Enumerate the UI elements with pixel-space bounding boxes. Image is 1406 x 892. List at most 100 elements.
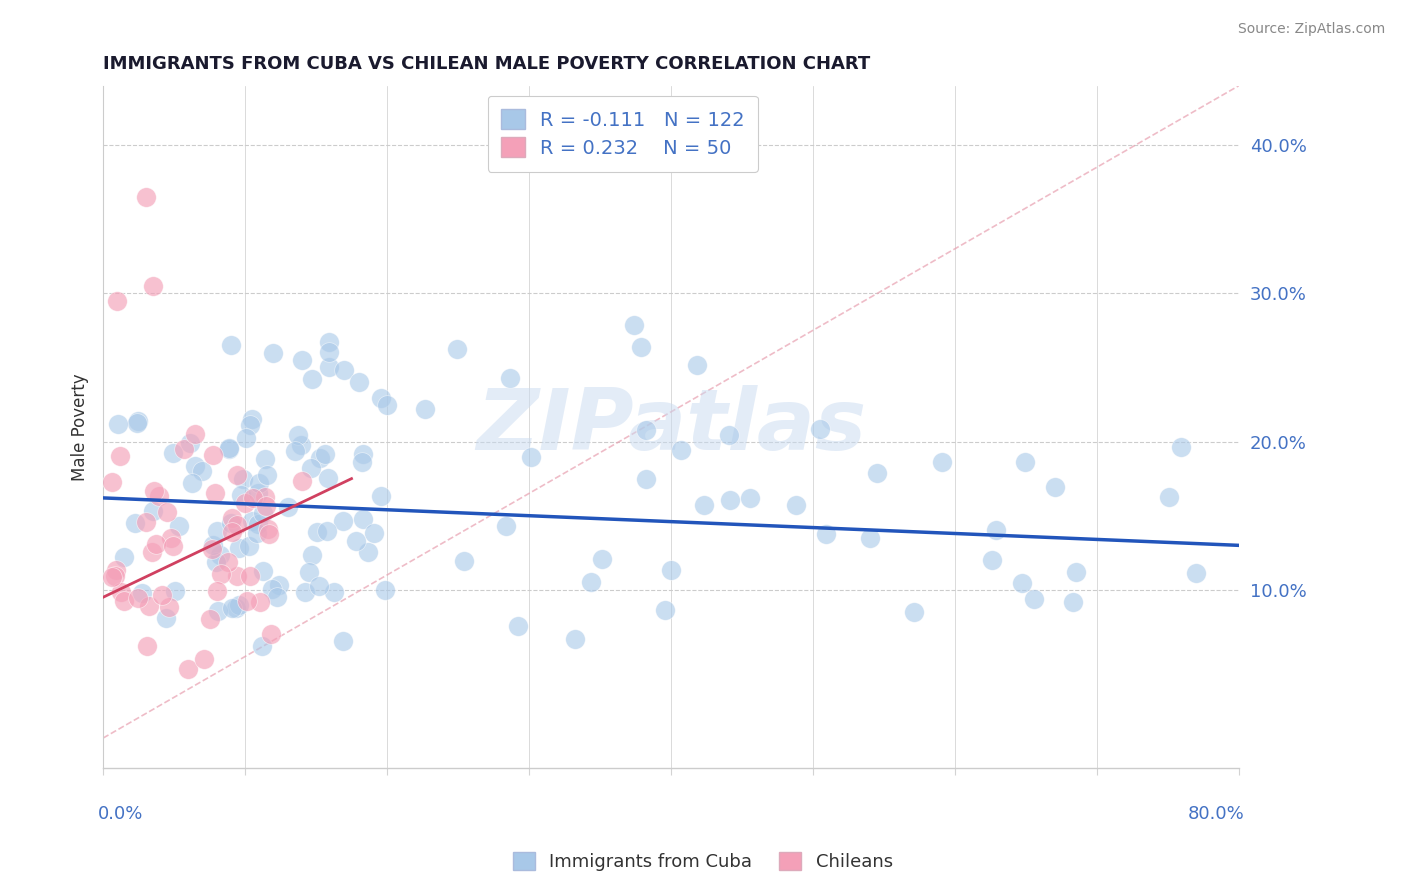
Point	[110, 585, 132, 599]
Point	[201, 538, 224, 552]
Point	[740, 491, 762, 505]
Point	[1011, 576, 1033, 591]
Point	[299, 461, 322, 475]
Point	[1185, 566, 1208, 580]
Point	[986, 524, 1008, 538]
Point	[127, 414, 149, 428]
Point	[205, 555, 228, 569]
Point	[239, 417, 262, 432]
Point	[808, 422, 831, 436]
Point	[177, 662, 200, 676]
Point	[453, 553, 475, 567]
Text: IMMIGRANTS FROM CUBA VS CHILEAN MALE POVERTY CORRELATION CHART: IMMIGRANTS FROM CUBA VS CHILEAN MALE POV…	[103, 55, 870, 73]
Point	[162, 539, 184, 553]
Point	[247, 475, 270, 490]
Point	[143, 484, 166, 499]
Point	[375, 397, 398, 411]
Point	[269, 578, 291, 592]
Point	[318, 359, 340, 374]
Point	[519, 450, 541, 464]
Point	[277, 500, 299, 514]
Text: 80.0%: 80.0%	[1188, 805, 1244, 823]
Point	[630, 340, 652, 354]
Point	[107, 417, 129, 431]
Point	[150, 588, 173, 602]
Point	[228, 541, 250, 556]
Legend: R = -0.111   N = 122, R = 0.232    N = 50: R = -0.111 N = 122, R = 0.232 N = 50	[488, 95, 758, 171]
Point	[446, 343, 468, 357]
Point	[225, 601, 247, 615]
Point	[1062, 595, 1084, 609]
Point	[636, 472, 658, 486]
Point	[250, 639, 273, 653]
Point	[191, 464, 214, 478]
Point	[209, 567, 232, 582]
Point	[238, 539, 260, 553]
Point	[495, 518, 517, 533]
Point	[204, 485, 226, 500]
Point	[160, 531, 183, 545]
Point	[903, 605, 925, 619]
Point	[785, 498, 807, 512]
Point	[308, 450, 330, 465]
Point	[1066, 565, 1088, 579]
Point	[193, 651, 215, 665]
Point	[374, 582, 396, 597]
Point	[252, 506, 274, 520]
Point	[1043, 480, 1066, 494]
Point	[1170, 440, 1192, 454]
Point	[100, 570, 122, 584]
Point	[314, 447, 336, 461]
Point	[245, 526, 267, 541]
Point	[205, 524, 228, 538]
Y-axis label: Male Poverty: Male Poverty	[72, 373, 89, 481]
Point	[256, 467, 278, 482]
Point	[233, 496, 256, 510]
Point	[591, 551, 613, 566]
Point	[135, 640, 157, 654]
Point	[287, 428, 309, 442]
Legend: Immigrants from Cuba, Chileans: Immigrants from Cuba, Chileans	[506, 845, 900, 879]
Point	[718, 492, 741, 507]
Point	[169, 519, 191, 533]
Point	[669, 443, 692, 458]
Point	[112, 594, 135, 608]
Point	[254, 451, 277, 466]
Point	[100, 475, 122, 489]
Point	[257, 522, 280, 536]
Point	[1022, 592, 1045, 607]
Point	[142, 504, 165, 518]
Point	[108, 449, 131, 463]
Point	[162, 446, 184, 460]
Point	[138, 599, 160, 613]
Point	[352, 511, 374, 525]
Point	[1014, 455, 1036, 469]
Point	[157, 600, 180, 615]
Point	[499, 371, 522, 385]
Point	[249, 595, 271, 609]
Point	[564, 632, 586, 647]
Point	[659, 563, 682, 577]
Point	[323, 585, 346, 599]
Point	[252, 564, 274, 578]
Point	[866, 466, 889, 480]
Point	[344, 534, 367, 549]
Point	[226, 467, 249, 482]
Point	[579, 574, 602, 589]
Point	[163, 584, 186, 599]
Point	[357, 545, 380, 559]
Point	[717, 428, 740, 442]
Point	[931, 455, 953, 469]
Point	[363, 526, 385, 541]
Point	[307, 525, 329, 540]
Point	[218, 442, 240, 456]
Point	[131, 586, 153, 600]
Point	[148, 489, 170, 503]
Point	[207, 604, 229, 618]
Point	[294, 585, 316, 599]
Point	[124, 516, 146, 531]
Point	[218, 441, 240, 455]
Point	[135, 190, 157, 204]
Point	[155, 611, 177, 625]
Point	[235, 431, 257, 445]
